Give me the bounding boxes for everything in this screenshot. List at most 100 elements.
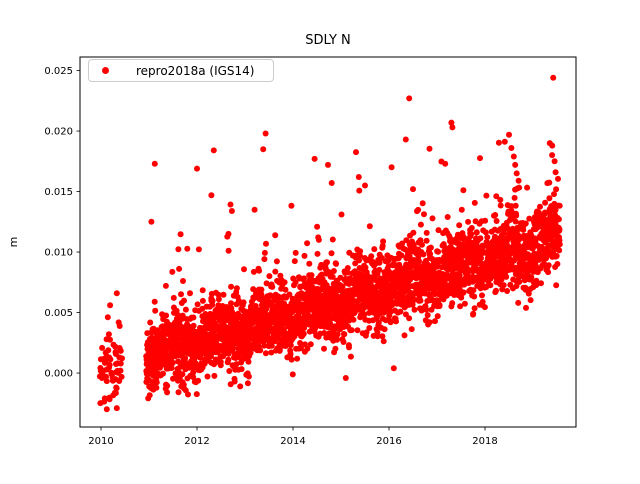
y-tick-label: 0.005	[44, 308, 73, 319]
data-point	[553, 186, 560, 193]
data-point	[105, 331, 112, 338]
data-point	[148, 218, 155, 225]
data-point	[208, 192, 215, 199]
data-point	[321, 330, 328, 336]
data-point	[261, 256, 268, 263]
data-point	[237, 383, 244, 390]
data-point	[406, 315, 413, 322]
data-point	[427, 244, 434, 251]
data-point	[516, 278, 523, 285]
data-point	[465, 218, 472, 225]
data-point	[403, 237, 410, 244]
data-point	[164, 382, 171, 389]
data-point	[151, 298, 158, 305]
data-point	[152, 307, 159, 314]
data-point	[527, 297, 534, 304]
data-point	[526, 215, 533, 222]
data-point	[508, 145, 515, 151]
data-point	[516, 184, 523, 191]
x-tick-label: 2010	[88, 436, 113, 447]
data-point	[533, 282, 540, 289]
data-point	[497, 196, 504, 203]
data-point	[461, 300, 468, 307]
data-point	[181, 297, 187, 304]
data-point	[302, 341, 308, 348]
data-point	[362, 264, 369, 271]
data-point	[292, 249, 299, 256]
data-point	[227, 201, 234, 208]
data-point	[225, 230, 232, 237]
data-point	[252, 303, 259, 309]
data-point	[146, 392, 153, 399]
data-point	[262, 350, 269, 357]
data-point	[258, 286, 265, 293]
data-point	[178, 291, 184, 298]
data-point	[107, 336, 113, 343]
data-point	[468, 231, 475, 238]
data-point	[260, 146, 267, 153]
data-point	[479, 298, 486, 305]
data-point	[228, 300, 234, 307]
data-point	[406, 253, 413, 260]
data-point	[513, 170, 520, 177]
data-point	[411, 306, 418, 313]
data-point	[515, 177, 522, 184]
data-point	[544, 180, 551, 187]
data-point	[177, 231, 184, 238]
data-point	[97, 356, 104, 363]
data-point	[551, 191, 557, 198]
data-point	[287, 350, 294, 357]
data-point	[477, 155, 483, 162]
data-point	[300, 330, 307, 337]
data-point	[245, 358, 252, 365]
data-point	[104, 314, 111, 321]
data-point	[353, 149, 359, 156]
data-point	[153, 384, 160, 391]
data-point	[151, 160, 158, 167]
data-point	[99, 344, 106, 351]
data-point	[436, 302, 443, 308]
data-point	[241, 266, 247, 273]
data-point	[105, 347, 112, 354]
data-point	[460, 187, 467, 194]
data-point	[301, 275, 307, 282]
data-point	[204, 373, 211, 380]
data-point	[482, 229, 489, 236]
data-point	[169, 268, 176, 275]
data-point	[308, 272, 315, 279]
data-point	[337, 274, 344, 281]
data-point	[116, 323, 123, 329]
data-point	[266, 273, 273, 280]
data-point	[276, 347, 283, 354]
data-point	[363, 329, 370, 336]
data-point	[238, 366, 245, 373]
data-point	[375, 319, 382, 326]
data-point	[226, 368, 233, 374]
data-point	[426, 319, 433, 326]
data-point	[503, 273, 510, 280]
data-point	[495, 139, 502, 146]
data-point	[401, 332, 408, 339]
data-point	[551, 158, 558, 165]
data-point	[388, 164, 395, 171]
data-point	[379, 333, 386, 340]
data-point	[286, 291, 293, 298]
data-point	[160, 370, 166, 377]
data-point	[324, 259, 330, 266]
data-point	[553, 282, 560, 289]
data-point	[147, 319, 154, 326]
y-tick-label: 0.025	[44, 66, 73, 77]
data-point	[542, 199, 549, 206]
data-point	[287, 342, 294, 349]
data-point	[190, 314, 197, 321]
data-point	[340, 339, 347, 345]
data-point	[195, 377, 202, 384]
legend: repro2018a (IGS14)	[88, 59, 274, 82]
data-point	[435, 248, 442, 255]
data-point	[348, 327, 355, 334]
data-point	[533, 277, 540, 284]
data-point	[175, 389, 182, 396]
data-point	[473, 229, 480, 236]
data-point	[311, 155, 318, 162]
y-tick-label: 0.010	[44, 248, 73, 259]
